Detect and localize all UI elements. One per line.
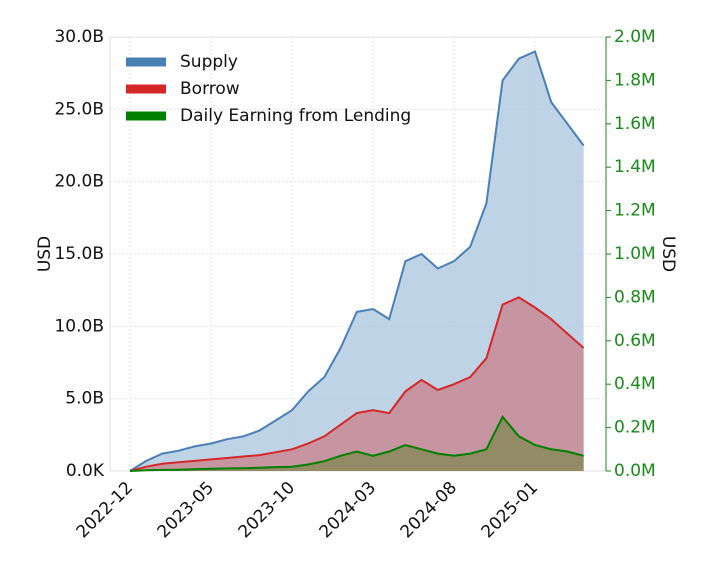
y-tick-label: 5.0B — [65, 389, 104, 409]
y2-tick-label: 1.0M — [614, 244, 656, 264]
x-tick-label: 2023-05 — [154, 478, 218, 542]
y-tick-label: 0.0K — [66, 461, 105, 481]
y2-tick-label: 1.8M — [614, 70, 656, 90]
area-line — [129, 50, 585, 472]
y2-tick-label: 0.8M — [614, 287, 656, 307]
y-tick-label: 10.0B — [54, 316, 104, 336]
y-tick-label: 30.0B — [54, 27, 104, 47]
y2-tick-label: 0.6M — [614, 331, 656, 351]
y2-tick-label: 0.4M — [614, 374, 656, 394]
y-tick-label: 20.0B — [54, 172, 104, 192]
y-tick-label: 15.0B — [54, 244, 104, 264]
y2-tick-label: 2.0M — [614, 27, 656, 47]
legend-label: Supply — [180, 52, 238, 72]
y2-tick-label: 0.2M — [614, 418, 656, 438]
area-line — [129, 414, 584, 472]
areas — [129, 50, 585, 472]
y2-axis-label: USD — [658, 236, 678, 272]
x-tick-label: 2024-08 — [397, 478, 461, 542]
area-fill — [130, 51, 584, 471]
y2-tick-label: 1.6M — [614, 114, 656, 134]
y2-tick-label: 1.2M — [614, 201, 656, 221]
y2-tick-label: 1.4M — [614, 157, 656, 177]
y-axis-label: USD — [35, 236, 55, 272]
x-tick-label: 2025-01 — [478, 478, 542, 542]
y-tick-label: 25.0B — [54, 99, 104, 119]
x-tick-label: 2022-12 — [73, 478, 137, 542]
legend-label: Borrow — [180, 79, 240, 99]
area-fill — [130, 416, 584, 471]
x-tick-label: 2024-03 — [316, 478, 380, 542]
area-fill — [130, 297, 584, 471]
legend-label: Daily Earning from Lending — [180, 106, 411, 126]
x-tick-label: 2023-10 — [235, 478, 299, 542]
area-line — [129, 296, 585, 472]
y2-tick-label: 0.0M — [614, 461, 656, 481]
